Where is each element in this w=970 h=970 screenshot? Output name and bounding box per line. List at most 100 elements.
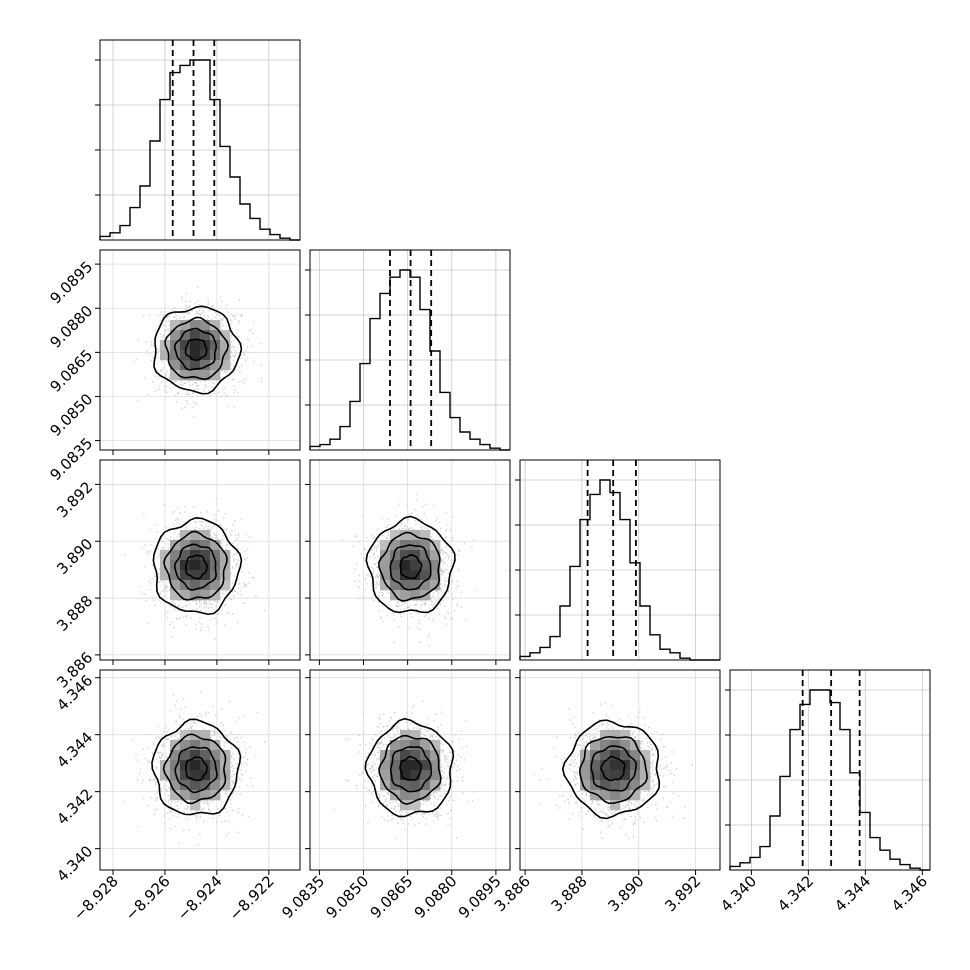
density-cell — [200, 530, 211, 541]
density-cell — [620, 790, 631, 801]
density-cell — [170, 370, 181, 381]
histogram-step-1 — [99, 59, 300, 241]
density-cell — [430, 740, 441, 751]
histogram-panel-4 — [725, 669, 931, 871]
density-cell — [190, 760, 201, 771]
density-cell — [600, 770, 611, 781]
x-tick-label: 4.340 — [717, 872, 760, 915]
x-tick-label: 3.892 — [661, 872, 704, 915]
density-cell — [170, 360, 181, 371]
density-cell — [600, 780, 611, 791]
x-tick-label: 3.890 — [604, 872, 647, 915]
x-tick-label: 4.342 — [774, 872, 817, 915]
density-cell — [210, 320, 221, 331]
density-cell — [200, 790, 211, 801]
density-cell — [640, 780, 651, 791]
density-cell — [400, 780, 411, 791]
density-cell — [380, 570, 391, 581]
density-cell — [620, 750, 631, 761]
histogram-step-4 — [729, 689, 930, 871]
density-cell — [200, 550, 211, 561]
y-tick-label: 4.344 — [53, 728, 96, 771]
contour-1 — [365, 515, 456, 614]
density-cell — [400, 560, 411, 571]
density-cell — [210, 590, 221, 601]
density-cell — [180, 360, 191, 371]
y-tick-label: 3.890 — [53, 535, 96, 578]
density-cell — [170, 770, 181, 781]
y-tick-label: 3.888 — [53, 592, 96, 635]
contour-2 — [164, 316, 229, 381]
histogram-panel-3 — [515, 459, 721, 661]
density-cell — [600, 740, 611, 751]
density-cell — [400, 540, 411, 551]
density-cell — [400, 570, 411, 581]
panel-content — [310, 670, 510, 870]
density-cell — [390, 540, 401, 551]
density-cell — [410, 780, 421, 791]
panel-frame — [519, 459, 721, 661]
density-cell — [630, 750, 641, 761]
density-cell — [210, 770, 221, 781]
density-cell — [640, 750, 651, 761]
density-cell — [180, 760, 191, 771]
panel-frame — [309, 459, 511, 661]
density-cell — [180, 740, 191, 751]
density-cell — [400, 580, 411, 591]
density-cell — [200, 570, 211, 581]
contour-2 — [378, 734, 442, 805]
density-cell — [590, 750, 601, 761]
y-tick-label: 3.892 — [53, 478, 96, 521]
x-tick-label: −8.928 — [70, 872, 122, 924]
density-cell — [590, 760, 601, 771]
density-cell — [400, 740, 411, 751]
contour-4 — [185, 554, 208, 580]
density-cell — [170, 550, 181, 561]
scatter-panel-1-3 — [95, 459, 301, 665]
density-cell — [180, 570, 191, 581]
density-cell — [210, 570, 221, 581]
density-cell — [420, 740, 431, 751]
density-cell — [410, 750, 421, 761]
contour-2 — [163, 530, 228, 601]
density-cell — [180, 790, 191, 801]
density-cell — [620, 730, 631, 741]
y-tick-label: 9.0880 — [47, 302, 97, 352]
y-tick-label: 9.0865 — [47, 346, 97, 396]
density-cell — [220, 350, 231, 361]
density-cell — [190, 580, 201, 591]
density-cell — [190, 530, 201, 541]
density-cell — [430, 570, 441, 581]
panel-frame — [99, 39, 301, 241]
x-tick-label: 9.0865 — [367, 872, 417, 922]
density-cell — [380, 540, 391, 551]
contour-2 — [579, 735, 648, 805]
density-cell — [220, 360, 231, 371]
contour-1 — [153, 305, 243, 395]
contour-4 — [399, 755, 423, 781]
density-cell — [400, 530, 411, 541]
density-cell — [180, 770, 191, 781]
density-cell — [190, 750, 201, 761]
contour-3 — [174, 746, 218, 794]
density-cell — [590, 790, 601, 801]
contour-3 — [173, 327, 218, 371]
panel-frame — [309, 249, 511, 451]
density-cell — [170, 590, 181, 601]
density-cell — [200, 730, 211, 741]
contour-1 — [561, 719, 661, 820]
density-cell — [180, 330, 191, 341]
density-cell — [430, 770, 441, 781]
contour-3 — [389, 544, 432, 591]
density-cell — [180, 320, 191, 331]
density-cell — [430, 760, 441, 771]
scatter-panel-1-2 — [95, 249, 301, 455]
density-cell — [620, 740, 631, 751]
y-tick-label: 9.0835 — [47, 434, 97, 484]
density-cell — [210, 360, 221, 371]
density-cell — [410, 770, 421, 781]
density-cell — [390, 740, 401, 751]
density-cell — [180, 590, 191, 601]
density-cell — [600, 730, 611, 741]
density-cell — [190, 370, 201, 381]
